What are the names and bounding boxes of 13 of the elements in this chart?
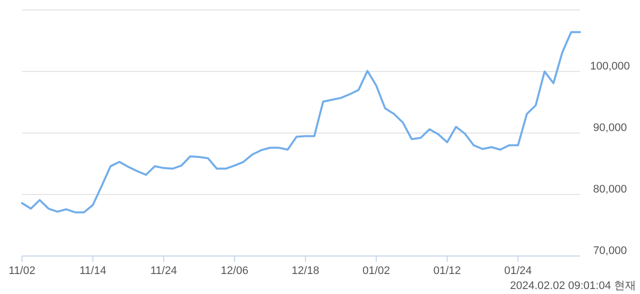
x-tick-label: 11/24 [150,265,178,277]
x-tick-label: 12/18 [292,265,320,277]
x-tick-label: 12/06 [220,265,248,277]
x-tick-label: 01/02 [362,265,390,277]
x-tick-label: 01/12 [433,265,461,277]
x-tick-label: 11/02 [8,265,36,277]
y-tick-label: 100,000 [590,60,630,72]
y-tick-label: 80,000 [593,183,627,196]
y-tick-label: 90,000 [593,122,627,134]
y-tick-label: 70,000 [593,244,627,257]
x-tick-label: 01/24 [504,265,532,277]
text: 2024.02.02 09:01:04 현재 [510,280,636,292]
x-tick-label: 11/14 [80,265,106,277]
